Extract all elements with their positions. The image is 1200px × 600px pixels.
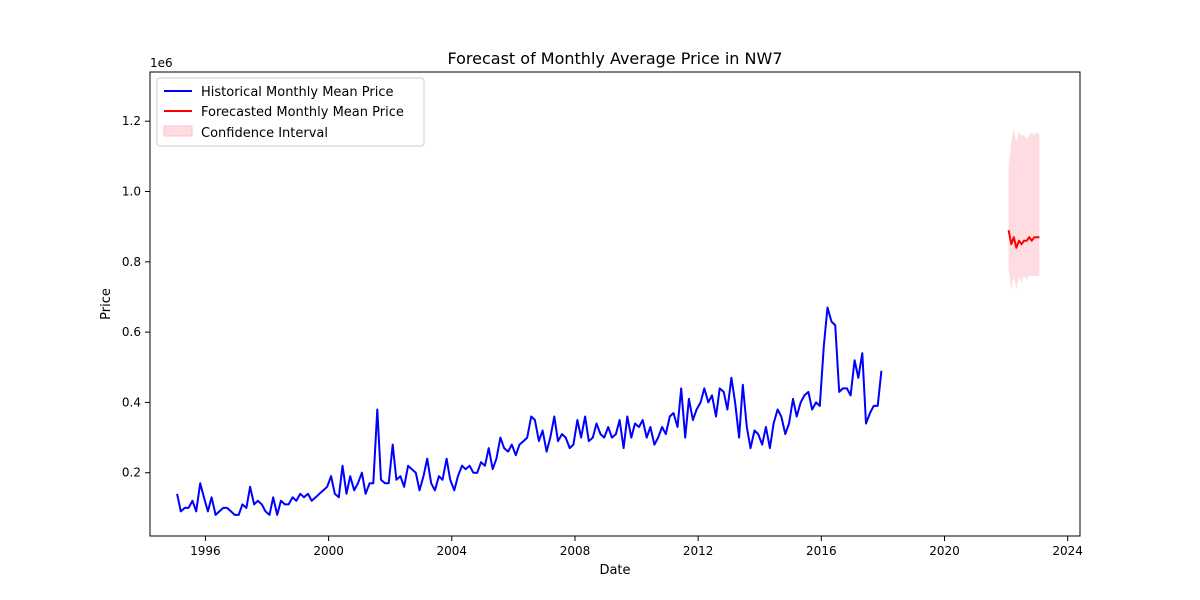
legend-historical-label: Historical Monthly Mean Price	[201, 85, 393, 100]
legend-confidence-label: Confidence Interval	[201, 126, 328, 141]
confidence-interval-band	[1008, 128, 1040, 290]
y-tick-label: 0.2	[122, 466, 141, 480]
chart-title: Forecast of Monthly Average Price in NW7	[448, 49, 783, 68]
y-tick-label: 1.2	[122, 114, 141, 128]
legend-confidence-swatch	[163, 125, 193, 137]
historical-price-line	[176, 306, 883, 516]
y-tick-label: 1.0	[122, 185, 141, 199]
x-axis-label: Date	[599, 563, 630, 578]
x-tick-label: 1996	[190, 544, 221, 558]
x-tick-label: 2020	[929, 544, 960, 558]
plot-frame	[149, 71, 1081, 537]
y-tick-label: 0.6	[122, 325, 141, 339]
plot-area	[176, 128, 1040, 516]
legend: Historical Monthly Mean Price Forecasted…	[156, 77, 425, 147]
forecast-price-line	[1007, 230, 1040, 249]
y-tick-label: 0.4	[122, 395, 141, 409]
y-axis-ticks: 0.2 0.4 0.6 0.8 1.0 1.2	[122, 114, 150, 480]
y-axis-label: Price	[99, 288, 114, 320]
x-tick-label: 2016	[806, 544, 837, 558]
legend-forecast-label: Forecasted Monthly Mean Price	[201, 105, 404, 120]
x-tick-label: 2012	[683, 544, 714, 558]
y-axis-multiplier: 1e6	[150, 56, 173, 70]
y-tick-label: 0.8	[122, 255, 141, 269]
x-axis-ticks: 1996 2000 2004 2008 2012 2016 2020 2024	[190, 536, 1083, 558]
x-tick-label: 2000	[313, 544, 344, 558]
x-tick-label: 2004	[437, 544, 468, 558]
x-tick-label: 2024	[1052, 544, 1083, 558]
legend-box	[156, 77, 425, 147]
x-tick-label: 2008	[560, 544, 591, 558]
